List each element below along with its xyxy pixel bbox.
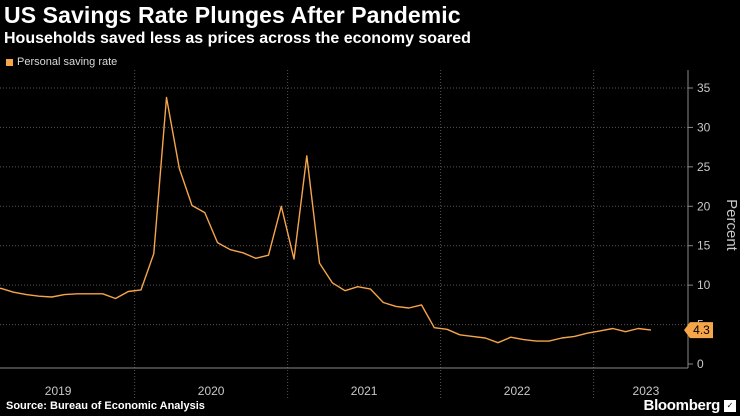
x-tick-label-2019: 2019 (45, 384, 72, 398)
legend-label: Personal saving rate (17, 56, 118, 68)
legend: Personal saving rate (6, 56, 117, 68)
legend-swatch (6, 58, 13, 66)
x-tick-label-2021: 2021 (351, 384, 378, 398)
last-value-label: 4.3 (693, 323, 710, 337)
brand-logo: Bloomberg (643, 397, 721, 414)
last-value-badge (684, 322, 713, 339)
y-tick-label-20: 20 (697, 199, 711, 213)
x-tick-label-2023: 2023 (633, 384, 660, 398)
chart-title: US Savings Rate Plunges After Pandemic (4, 2, 461, 28)
series-line-personal-saving-rate (0, 96, 652, 344)
y-tick-label-30: 30 (697, 120, 711, 134)
y-tick-label-25: 25 (697, 160, 711, 174)
y-tick-label-35: 35 (697, 81, 711, 95)
y-axis-title: Percent (723, 199, 740, 252)
source-note: Source: Bureau of Economic Analysis (6, 400, 205, 412)
chart-subtitle: Households saved less as prices across t… (4, 30, 471, 47)
y-tick-label-10: 10 (697, 278, 711, 292)
x-tick-label-2022: 2022 (504, 384, 531, 398)
x-tick-label-2020: 2020 (198, 384, 225, 398)
brand-mark: ✓ (724, 400, 736, 412)
y-tick-label-0: 0 (697, 357, 704, 371)
y-tick-label-15: 15 (697, 239, 711, 253)
